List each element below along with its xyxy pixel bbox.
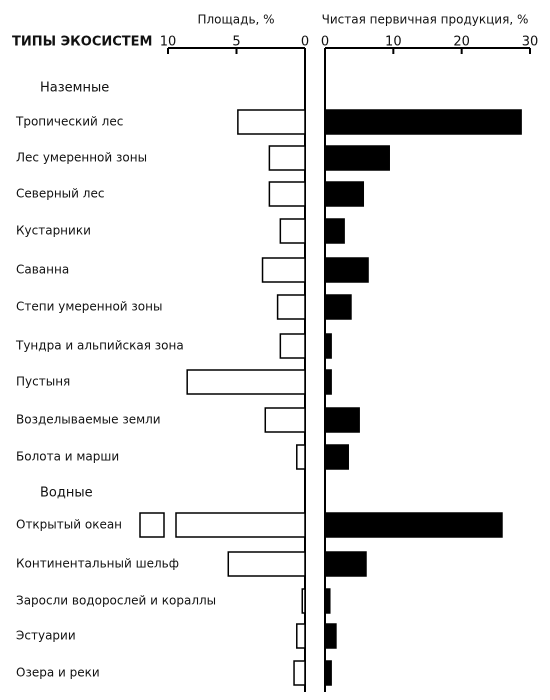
x-tick-label: 10 <box>385 35 402 50</box>
category-label: Континентальный шельф <box>16 557 179 571</box>
group-label: Наземные <box>40 81 109 96</box>
bar <box>324 109 522 135</box>
category-label: Саванна <box>16 263 69 277</box>
category-label: Возделываемые земли <box>16 413 161 427</box>
bar <box>293 660 306 686</box>
category-label: Заросли водорослей и кораллы <box>16 594 216 608</box>
bar <box>324 181 365 207</box>
bar <box>324 218 345 244</box>
x-tick-label: 20 <box>453 35 470 50</box>
bar <box>324 512 503 538</box>
bar <box>324 551 367 577</box>
axis-title: Площадь, % <box>197 13 274 27</box>
chart-title: ТИПЫ ЭКОСИСТЕМ <box>12 35 153 50</box>
bar <box>324 369 332 395</box>
category-label: Северный лес <box>16 187 104 201</box>
bar <box>324 407 360 433</box>
bar <box>324 660 332 686</box>
category-label: Тропический лес <box>15 115 123 129</box>
bar <box>296 444 306 470</box>
bar <box>186 369 306 395</box>
bar <box>276 294 306 320</box>
x-tick-label: 0 <box>301 35 309 50</box>
bar <box>296 623 306 649</box>
group-label: Водные <box>40 486 93 501</box>
category-label: Эстуарии <box>16 629 76 643</box>
bar <box>324 588 331 614</box>
bar <box>324 444 349 470</box>
bar <box>237 109 306 135</box>
bar <box>324 333 332 359</box>
category-label: Болота и марши <box>16 450 119 464</box>
bar <box>268 145 306 171</box>
x-tick-label: 30 <box>522 35 539 50</box>
bar <box>324 623 337 649</box>
bar <box>175 512 306 538</box>
x-tick-label: 5 <box>232 35 240 50</box>
bar <box>279 218 306 244</box>
category-label: Кустарники <box>16 224 91 238</box>
category-label: Открытый океан <box>16 518 122 532</box>
bar <box>324 257 369 283</box>
x-tick-label: 0 <box>321 35 329 50</box>
axis-title: Чистая первичная продукция, % <box>322 13 529 27</box>
bar <box>261 257 306 283</box>
bar-break <box>139 512 165 538</box>
category-label: Пустыня <box>16 375 70 389</box>
bar <box>279 333 306 359</box>
bar <box>324 294 352 320</box>
bar <box>268 181 306 207</box>
bar <box>301 588 306 614</box>
category-label: Лес умеренной зоны <box>16 151 147 165</box>
bar <box>324 145 390 171</box>
category-label: Озера и реки <box>16 666 100 680</box>
x-tick-label: 10 <box>160 35 177 50</box>
bar <box>264 407 306 433</box>
category-label: Степи умеренной зоны <box>16 300 162 314</box>
category-label: Тундра и альпийская зона <box>15 339 184 353</box>
bar <box>227 551 306 577</box>
